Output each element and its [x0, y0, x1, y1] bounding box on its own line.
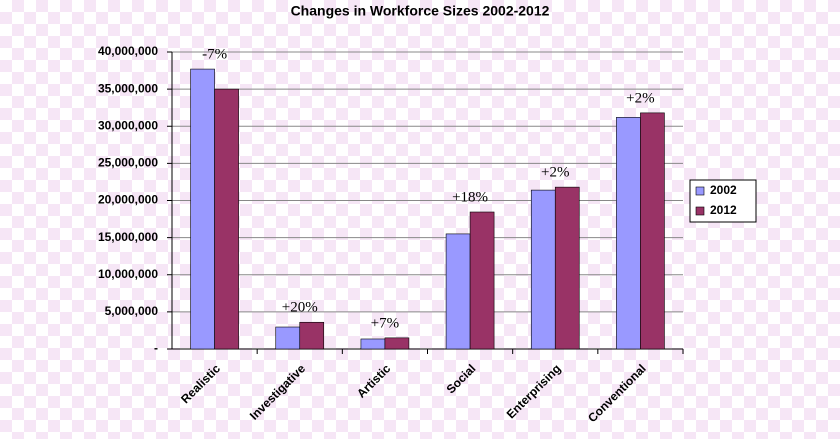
- bar: [299, 321, 325, 350]
- y-tick-label: 5,000,000: [105, 304, 159, 318]
- x-tick-label: Social: [444, 361, 479, 396]
- y-tick-label: 25,000,000: [98, 156, 158, 170]
- y-tick-label: 30,000,000: [98, 118, 158, 132]
- bar: [190, 68, 215, 350]
- bar: [530, 189, 556, 350]
- bar: [554, 186, 580, 350]
- bar: [384, 337, 410, 350]
- legend-label: 2002: [710, 183, 737, 197]
- bar: [616, 117, 641, 350]
- y-tick-label: 10,000,000: [98, 267, 158, 281]
- annotation: -7%: [202, 47, 227, 63]
- x-tick-label: Artistic: [354, 361, 393, 400]
- bar: [640, 112, 665, 350]
- x-tick-label: Investigative: [247, 361, 309, 423]
- bar: [360, 338, 386, 350]
- bar: [214, 88, 239, 350]
- y-tick-label: 20,000,000: [98, 193, 158, 207]
- bar: [445, 233, 471, 350]
- annotation: +18%: [452, 189, 488, 205]
- legend-label: 2012: [710, 203, 737, 217]
- legend-swatch: [695, 186, 705, 196]
- bar: [469, 211, 495, 350]
- x-tick-label: Enterprising: [504, 361, 564, 421]
- annotation: +2%: [626, 90, 654, 106]
- x-tick-label: Conventional: [585, 361, 649, 425]
- y-tick-label: 35,000,000: [98, 81, 158, 95]
- chart-title: Changes in Workforce Sizes 2002-2012: [291, 3, 550, 19]
- annotation: +20%: [282, 300, 318, 316]
- x-tick-label: Realistic: [178, 361, 223, 406]
- legend-swatch: [695, 206, 705, 216]
- annotation: +7%: [371, 315, 399, 331]
- bar: [275, 326, 301, 350]
- annotation: +2%: [541, 165, 569, 181]
- y-tick-label: 40,000,000: [98, 44, 158, 58]
- y-tick-label: -: [154, 341, 158, 355]
- y-tick-label: 15,000,000: [98, 230, 158, 244]
